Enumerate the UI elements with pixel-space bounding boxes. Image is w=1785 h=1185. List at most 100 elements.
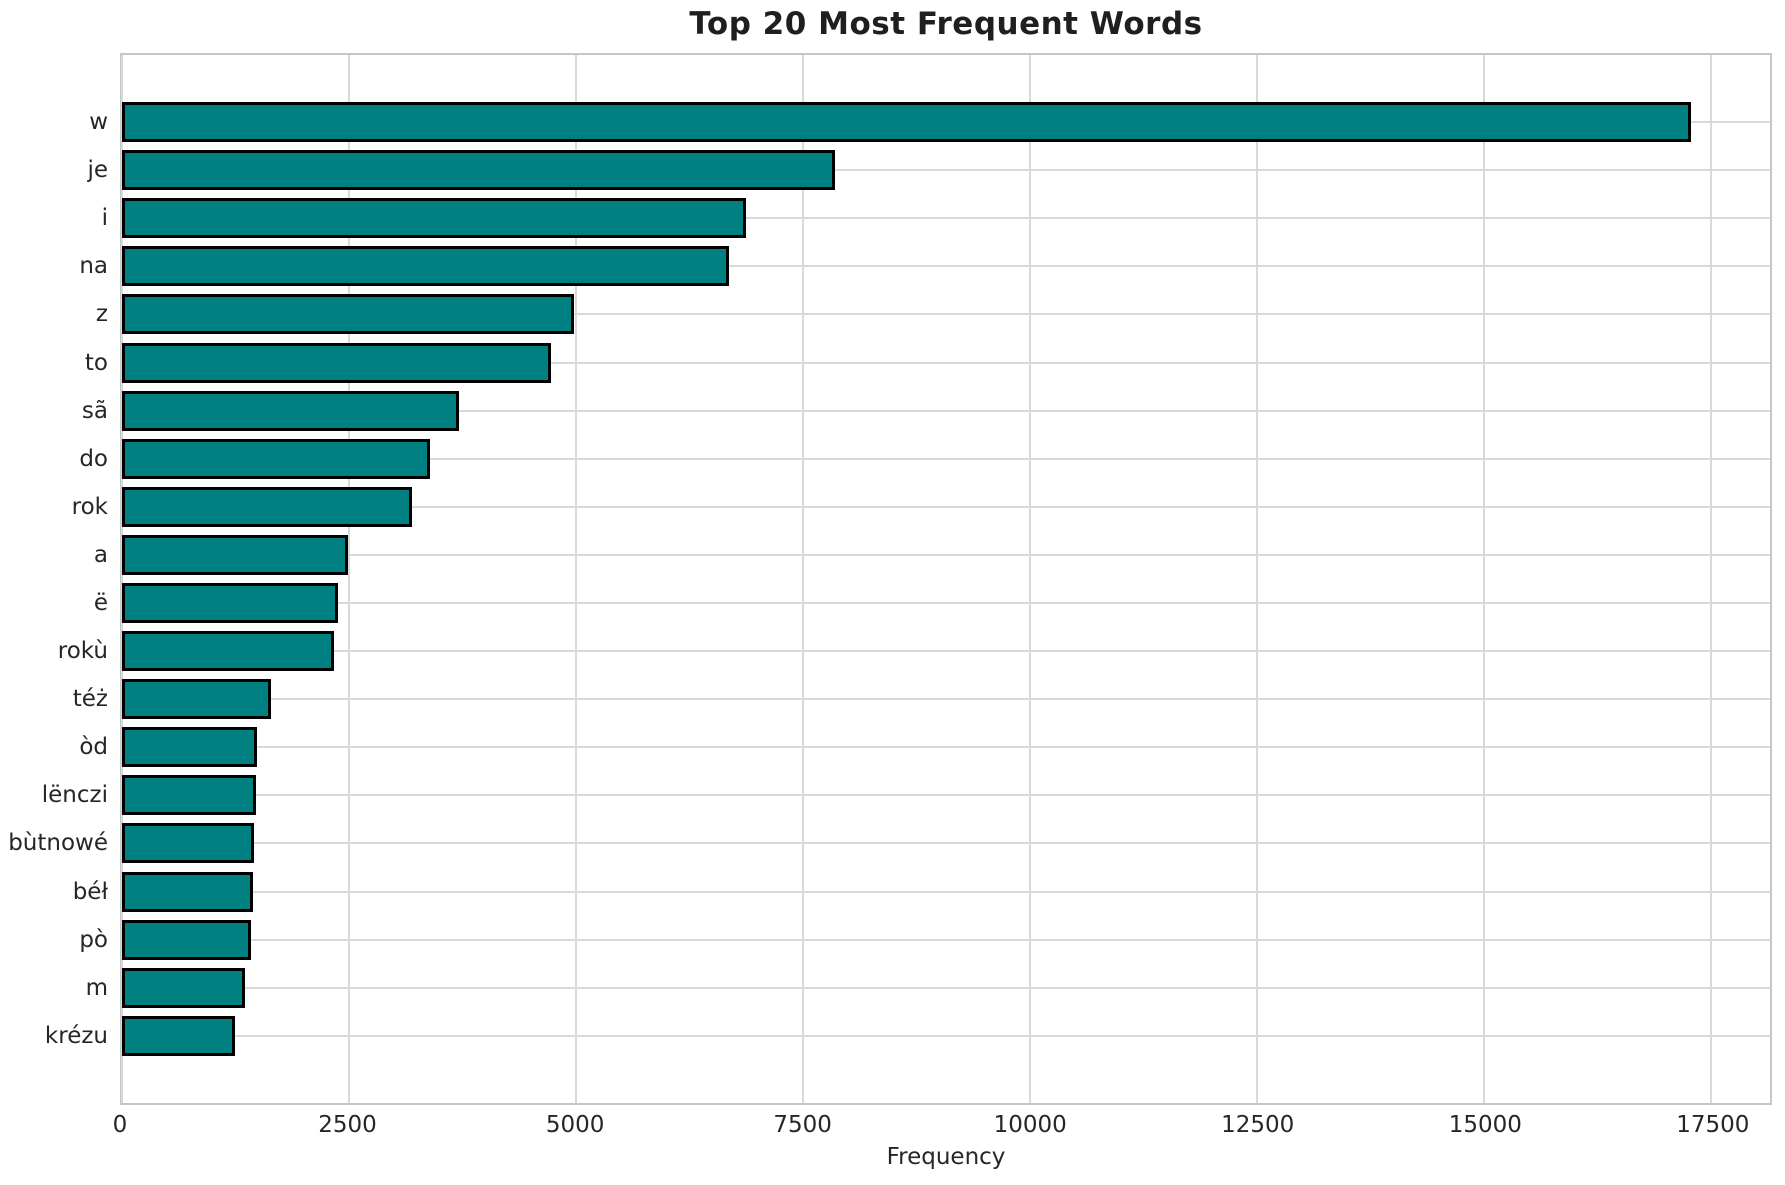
bar-je [122,150,835,191]
bar-row: to [85,338,1770,386]
bar-do [122,438,430,479]
bar-row: pò [79,916,1770,964]
x-tick-label: 7500 [773,1112,832,1138]
x-tick-label: 5000 [545,1112,605,1138]
bar-row: rokù [58,627,1770,675]
bar-rok [122,486,412,527]
gridline-vertical [1709,55,1712,1103]
x-tick-label: 10000 [993,1112,1067,1138]
bar-w [122,102,1691,143]
chart-title: Top 20 Most Frequent Words [689,6,1203,42]
bar-row: je [87,146,1770,194]
bar-row: òd [79,723,1770,771]
y-tick-label: a [93,541,108,568]
bar-òd [122,727,258,768]
gridlines [121,55,1770,1103]
bar-row: ë [94,579,1770,627]
gridline-horizontal [122,1034,1770,1037]
bar-row: a [94,531,1770,579]
gridline-horizontal [122,265,1770,268]
bar-row: krézu [45,1012,1770,1060]
bar-row: m [86,964,1770,1012]
y-tick-label: na [79,253,108,280]
gridline-horizontal [122,698,1770,701]
y-tick-label: rok [71,493,108,520]
gridline-vertical [1255,55,1258,1103]
gridline-horizontal [122,505,1770,508]
bar-i [122,198,746,239]
y-tick-label: béł [72,878,108,905]
bar-row: béł [73,868,1770,916]
y-tick-label: i [101,205,108,232]
gridline-horizontal [122,409,1770,412]
y-tick-label: bùtnowé [8,830,108,857]
bar-row: z [96,290,1770,338]
bar-row: w [89,98,1770,146]
gridline-horizontal [122,842,1770,845]
gridline-horizontal [122,169,1770,172]
bar-na [122,246,729,287]
gridline-horizontal [122,746,1770,749]
gridline-horizontal [122,794,1770,797]
gridline-vertical [121,55,123,1103]
y-tick-label: òd [79,734,108,761]
bar-row: do [79,435,1770,483]
gridline-vertical [1482,55,1485,1103]
x-axis-label: Frequency [886,1144,1006,1170]
bar-m [122,967,245,1008]
gridline-horizontal [122,457,1770,460]
y-tick-label: sã [81,397,108,424]
bar-rows: w je i na z to sã do rok a ë rokù téż òd lënczi bùtnowé… [8,55,1770,1103]
bar-lënczi [122,775,257,816]
gridline-horizontal [122,313,1770,316]
gridline-horizontal [122,553,1770,556]
bar-row: sã [82,387,1770,435]
bar-row: na [79,242,1770,290]
y-tick-label: lënczi [41,782,108,809]
gridline-horizontal [122,361,1770,364]
bar-row: bùtnowé [8,819,1770,867]
y-tick-label: je [87,157,108,184]
bar-row: rok [72,483,1770,531]
y-tick-label: rokù [57,638,108,665]
bar-sã [122,390,459,431]
bar-krézu [122,1015,235,1056]
y-tick-label: pò [79,926,108,953]
gridline-horizontal [122,601,1770,604]
x-tick-label: 2500 [318,1112,377,1138]
bar-row: téż [73,675,1770,723]
bar-a [122,534,349,575]
gridline-horizontal [122,650,1770,653]
x-tick-label: 0 [112,1112,128,1138]
bar-row: lënczi [42,771,1770,819]
bar-rokù [122,631,335,672]
bar-béł [122,871,254,912]
gridline-vertical [801,55,804,1103]
bar-to [122,342,552,383]
gridline-vertical [1028,55,1031,1103]
x-tick-label: 12500 [1221,1112,1295,1138]
y-tick-label: w [89,109,108,136]
gridline-horizontal [122,938,1770,941]
gridline-horizontal [122,217,1770,220]
y-tick-label: krézu [44,1022,108,1049]
y-tick-label: m [85,974,108,1001]
gridline-horizontal [122,890,1770,893]
y-tick-label: ë [93,589,108,616]
x-tick-label: 17500 [1676,1112,1750,1138]
x-axis-ticks: 0 2500 5000 7500 10000 12500 15000 17500 [113,1112,1772,1144]
y-tick-label: do [79,445,108,472]
gridline-horizontal [122,986,1770,989]
bar-pò [122,919,252,960]
bar-z [122,294,575,335]
bar-bùtnowé [122,823,255,864]
y-tick-label: téż [72,686,108,713]
y-tick-label: z [95,301,108,328]
bar-ë [122,582,339,623]
gridline-vertical [574,55,577,1103]
x-tick-label: 15000 [1448,1112,1522,1138]
bar-row: i [102,194,1770,242]
bar-téż [122,679,271,720]
y-tick-label: to [84,349,108,376]
